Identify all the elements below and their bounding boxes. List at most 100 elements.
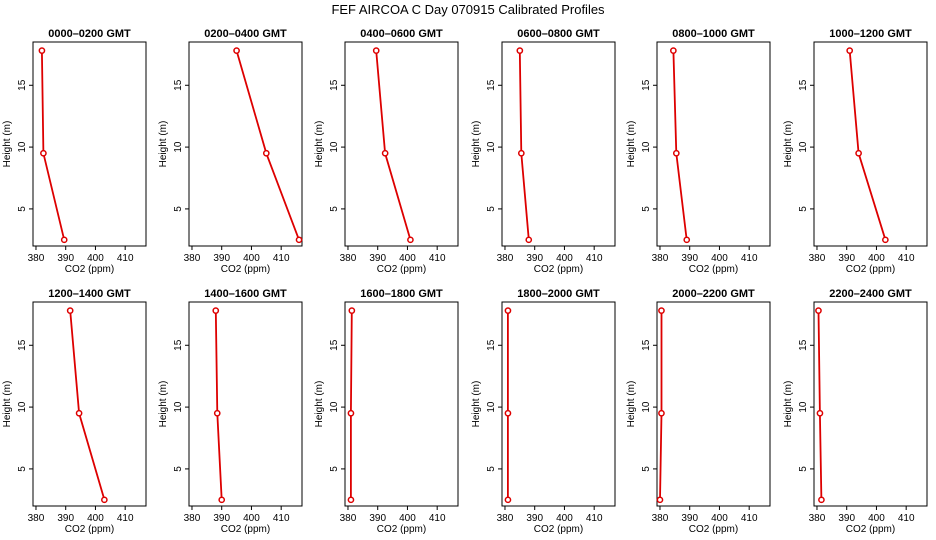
co2-profile-line <box>518 50 530 240</box>
y-tick-label: 5 <box>641 466 652 472</box>
x-tick-label: 400 <box>399 513 416 524</box>
y-tick-label: 10 <box>17 401 28 413</box>
co2-profile-line <box>214 310 223 500</box>
x-axis-label: CO2 (ppm) <box>65 264 114 275</box>
x-tick-label: 400 <box>556 513 573 524</box>
data-point <box>262 149 270 157</box>
co2-profile-line <box>659 310 663 500</box>
x-tick-label: 400 <box>87 513 104 524</box>
panels-grid: 0000–0200 GMT 380 390 400 410 5 10 15 CO2 (ppm) H… <box>2 28 928 535</box>
x-tick-label: 380 <box>184 513 201 524</box>
x-tick-label: 390 <box>369 253 386 264</box>
y-tick-label: 15 <box>173 339 184 351</box>
panel-title: 0800–1000 GMT <box>672 28 755 40</box>
profile-panel: 0200–0400 GMT 380 390 400 410 5 10 15 CO2 (ppm) H… <box>158 28 303 275</box>
y-tick-label: 15 <box>173 79 184 91</box>
y-tick-label: 15 <box>641 339 652 351</box>
x-tick-label: 380 <box>497 253 514 264</box>
y-tick-label: 5 <box>329 466 340 472</box>
x-tick-label: 400 <box>868 513 885 524</box>
y-tick-label: 5 <box>798 206 809 212</box>
panel-title: 0600–0800 GMT <box>517 28 600 40</box>
x-tick-label: 390 <box>57 253 74 264</box>
data-point <box>347 496 355 504</box>
y-tick-label: 15 <box>329 79 340 91</box>
x-axis-label: CO2 (ppm) <box>221 264 270 275</box>
x-tick-label: 380 <box>652 253 669 264</box>
y-tick-label: 15 <box>17 79 28 91</box>
y-axis-label: Height (m) <box>783 121 794 168</box>
co2-profile-line <box>41 50 66 241</box>
data-point <box>658 409 665 417</box>
data-point <box>372 47 380 55</box>
x-tick-label: 390 <box>526 513 543 524</box>
y-tick-label: 15 <box>798 339 809 351</box>
x-tick-label: 390 <box>681 253 698 264</box>
x-tick-label: 400 <box>868 253 885 264</box>
x-tick-label: 380 <box>809 253 826 264</box>
data-point <box>818 496 825 504</box>
data-point <box>517 149 525 157</box>
x-axis-label: CO2 (ppm) <box>689 524 738 535</box>
y-tick-label: 5 <box>173 206 184 212</box>
co2-profile-line <box>349 310 353 500</box>
y-tick-label: 10 <box>17 141 28 153</box>
x-tick-label: 380 <box>184 253 201 264</box>
x-axis-label: CO2 (ppm) <box>65 524 114 535</box>
y-axis-label: Height (m) <box>626 381 637 428</box>
y-tick-label: 10 <box>641 401 652 413</box>
y-tick-label: 15 <box>486 339 497 351</box>
y-tick-label: 10 <box>798 401 809 413</box>
y-tick-label: 10 <box>798 141 809 153</box>
x-tick-label: 380 <box>28 253 45 264</box>
x-tick-label: 400 <box>711 513 728 524</box>
data-point <box>672 149 680 157</box>
y-axis-label: Height (m) <box>314 121 325 168</box>
y-tick-label: 15 <box>486 79 497 91</box>
panel-title: 1200–1400 GMT <box>48 288 131 300</box>
co2-profile-line <box>848 50 887 241</box>
plot-frame <box>813 41 928 247</box>
x-tick-label: 410 <box>898 513 915 524</box>
y-tick-label: 5 <box>486 206 497 212</box>
y-axis-label: Height (m) <box>158 381 169 428</box>
data-point <box>348 307 356 315</box>
plot-frame <box>32 41 147 247</box>
y-tick-label: 15 <box>329 339 340 351</box>
x-tick-label: 410 <box>586 253 603 264</box>
y-axis-label: Height (m) <box>2 381 13 428</box>
panel-title: 0000–0200 GMT <box>48 28 131 40</box>
x-axis-label: CO2 (ppm) <box>377 524 426 535</box>
y-axis-label: Height (m) <box>471 121 482 168</box>
y-axis-label: Height (m) <box>783 381 794 428</box>
x-axis-label: CO2 (ppm) <box>846 524 895 535</box>
y-tick-label: 5 <box>641 206 652 212</box>
x-tick-label: 390 <box>213 253 230 264</box>
plot-frame <box>501 41 616 247</box>
data-point <box>656 496 664 504</box>
y-tick-label: 15 <box>798 79 809 91</box>
x-tick-label: 380 <box>497 513 514 524</box>
x-tick-label: 390 <box>838 513 855 524</box>
x-tick-label: 400 <box>399 253 416 264</box>
data-point <box>504 409 512 417</box>
y-tick-label: 10 <box>329 401 340 413</box>
panel-title: 1800–2000 GMT <box>517 288 600 300</box>
data-point <box>66 307 74 315</box>
panel-title: 0400–0600 GMT <box>360 28 443 40</box>
x-tick-label: 410 <box>586 513 603 524</box>
x-tick-label: 380 <box>340 253 357 264</box>
x-axis-label: CO2 (ppm) <box>689 264 738 275</box>
x-axis-label: CO2 (ppm) <box>534 264 583 275</box>
co2-profile-line <box>375 50 412 241</box>
data-point <box>40 149 47 157</box>
y-axis-label: Height (m) <box>314 381 325 428</box>
data-point <box>516 47 524 55</box>
plot-frame <box>656 41 771 247</box>
panel-title: 1400–1600 GMT <box>204 288 287 300</box>
y-tick-label: 15 <box>17 339 28 351</box>
profile-panel: 2000–2200 GMT 380 390 400 410 5 10 15 CO2 (ppm) H… <box>626 288 771 535</box>
data-point <box>670 47 677 55</box>
data-point <box>38 47 46 55</box>
